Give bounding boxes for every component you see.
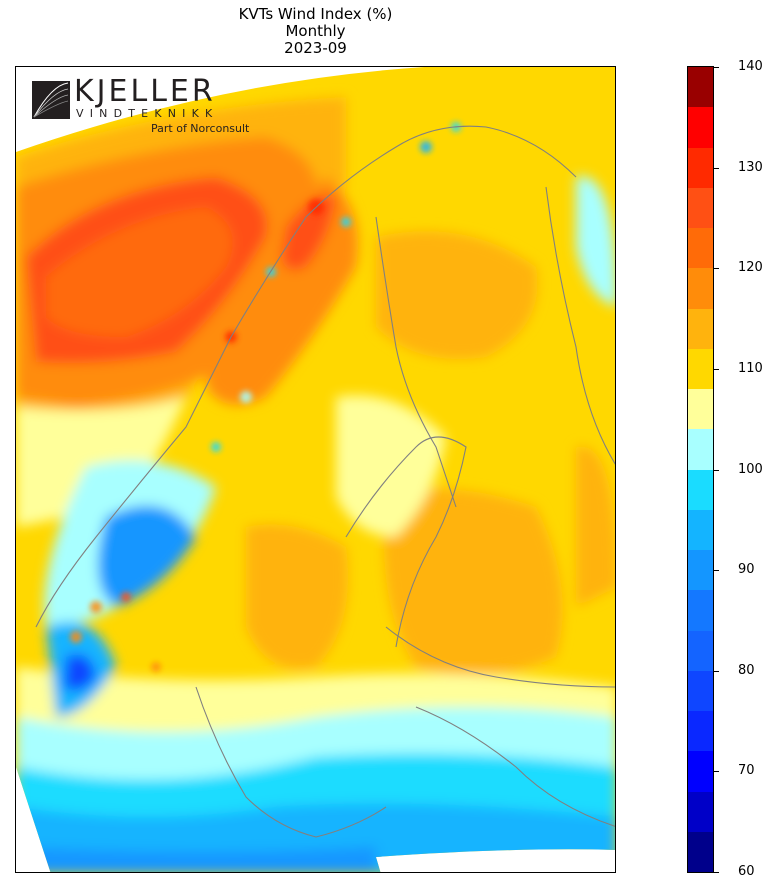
colorbar-segment [688, 146, 713, 188]
colorbar-tick [714, 570, 719, 572]
sweden-finland-border [375, 216, 457, 508]
colorbar-segment [688, 307, 713, 349]
finland-orange [384, 489, 563, 675]
sweden-orange [246, 524, 348, 669]
chart-title: KVTs Wind Index (%) Monthly 2023-09 [15, 6, 616, 57]
colorbar [687, 66, 714, 873]
colorbar-segment [688, 710, 713, 752]
colorbar-segment [688, 67, 713, 108]
sweden-south-coast [195, 686, 387, 838]
norway-deep-blue [64, 654, 96, 691]
baltic-coast [415, 706, 615, 828]
colorbar-tick [714, 268, 719, 270]
coast-pale-band [16, 397, 186, 527]
colorbar-segment [688, 106, 713, 148]
logo-wordmark: KJELLER [74, 74, 216, 109]
logo-mark-icon [32, 81, 70, 119]
colorbar-segment [688, 428, 713, 470]
logo-tagline: Part of Norconsult [151, 122, 250, 135]
finland-east-orange [576, 446, 615, 607]
colorbar-tick [714, 872, 719, 873]
colorbar-segment [688, 831, 713, 872]
colorbar-segment [688, 227, 713, 269]
logo-subtitle: VINDTEKNIKK [76, 107, 219, 120]
colorbar-tick [714, 67, 719, 68]
colorbar-tick [714, 771, 719, 773]
map-raster [16, 67, 615, 872]
title-line-1: KVTs Wind Index (%) [238, 5, 393, 23]
finland-russia-border [545, 186, 615, 468]
title-line-3: 2023-09 [284, 39, 347, 57]
coastlines [35, 125, 615, 838]
colorbar-segment [688, 348, 713, 389]
bothnia-pale [336, 395, 446, 537]
colorbar-tick-label: 140 [738, 59, 763, 74]
colorbar-tick-label: 60 [738, 864, 755, 879]
finnmark-orange [376, 231, 538, 359]
finland-coast [385, 626, 615, 688]
colorbar-tick [714, 469, 719, 471]
north-red [281, 195, 336, 271]
colorbar-segment [688, 790, 713, 832]
colorbar-segment [688, 267, 713, 309]
south-deep-blue [16, 847, 376, 872]
colorbar-tick [714, 368, 719, 370]
colorbar-segment [688, 549, 713, 591]
norway-blue [98, 505, 196, 607]
colorbar-tick [714, 670, 719, 672]
colorbar-tick-label: 110 [738, 360, 763, 376]
ocean-red-core-2 [46, 207, 233, 337]
colorbar-segment [688, 388, 713, 430]
gulf-bothnia [345, 436, 467, 648]
colorbar-tick [714, 167, 719, 169]
colorbar-segment [688, 509, 713, 550]
colorbar-tick-label: 120 [738, 260, 763, 276]
colorbar-segment [688, 187, 713, 228]
colorbar-segment [688, 750, 713, 792]
kjeller-logo: KJELLER VINDTEKNIKK Part of Norconsult [32, 74, 250, 139]
colorbar-segment [688, 670, 713, 711]
title-line-2: Monthly [285, 22, 346, 40]
colorbar-tick-label: 70 [738, 763, 755, 779]
colorbar-tick-label: 100 [738, 461, 763, 477]
wind-index-map: KJELLER VINDTEKNIKK Part of Norconsult [15, 66, 616, 873]
colorbar-segment [688, 629, 713, 671]
colorbar-segment [688, 468, 713, 510]
colorbar-tick-label: 130 [738, 159, 763, 175]
east-cyan [576, 176, 615, 307]
south-cyan-band [16, 707, 615, 791]
colorbar-segment [688, 589, 713, 631]
colorbar-tick-label: 80 [738, 662, 755, 678]
colorbar-tick-label: 90 [738, 562, 755, 578]
norway-coast [35, 125, 577, 628]
